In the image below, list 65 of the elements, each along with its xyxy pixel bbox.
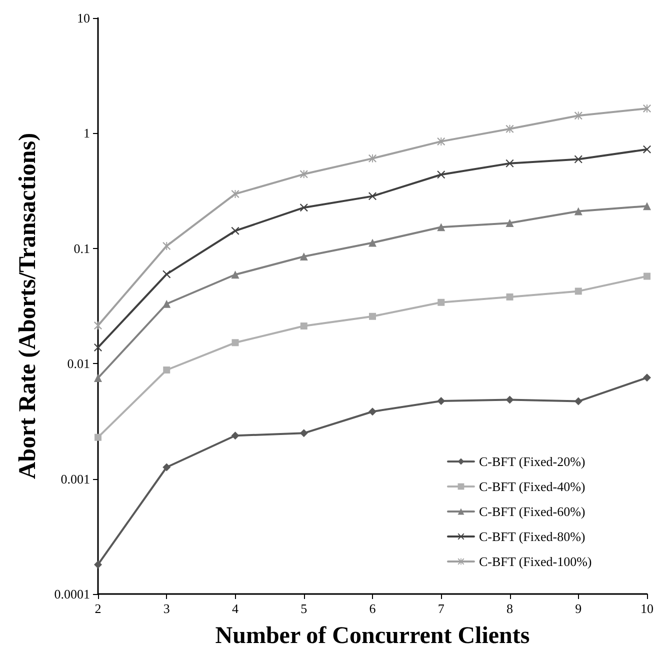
point [94,343,102,352]
x-tick-label: 2 [94,601,102,616]
y-tick-label: 10 [77,10,90,26]
point [506,396,514,404]
point [232,339,239,346]
point [300,429,308,438]
point [643,104,651,112]
point [368,154,376,162]
point [643,374,651,382]
point [231,432,240,440]
point [574,288,582,295]
point [506,219,514,228]
point [574,207,582,216]
y-tick-label: 0.01 [67,356,90,372]
point [368,408,376,416]
point [574,112,582,120]
point [231,270,240,279]
y-tick-label: 0.0001 [54,586,90,602]
x-tick-label: 3 [163,601,170,616]
point [643,145,651,154]
x-tick-label: 7 [438,601,445,616]
point [368,192,376,200]
x-tick-label: 5 [300,601,308,616]
x-tick-label: 4 [232,601,239,616]
point [437,137,446,146]
point [506,293,514,300]
point [644,272,650,280]
point [438,298,445,306]
legend-label: C-BFT (Fixed-80%) [478,529,586,544]
point [94,560,102,569]
x-tick-label: 10 [640,601,654,616]
point [643,202,651,210]
point [368,238,376,247]
x-tick-label: 9 [575,601,582,616]
point [300,170,308,178]
y-tick-label: 0.001 [60,471,90,486]
point [574,155,582,164]
point [300,252,308,260]
point [437,223,446,232]
legend-label: C-BFT (Fixed-60%) [478,504,586,519]
point [437,396,446,405]
point [94,374,102,382]
legend-label: C-BFT (Fixed-100%) [478,554,592,569]
legend-label: C-BFT (Fixed-20%) [478,454,586,469]
x-tick-label: 6 [369,601,376,616]
point [162,300,171,308]
point [162,270,171,278]
point [162,463,171,472]
point [94,434,102,441]
x-tick-label: 8 [506,601,513,616]
point [163,366,170,374]
point [162,242,171,250]
point [506,159,514,168]
point [300,204,308,212]
x-axis-title: Number of Concurrent Clients [215,623,530,649]
point [300,322,308,330]
point [94,322,102,330]
point [369,312,376,320]
y-tick-label: 1 [84,126,90,141]
point [231,226,240,235]
y-tick-label: 0.1 [74,240,90,256]
point [437,170,446,179]
y-axis-title: Abort Rate (Aborts/Transactions) [15,132,41,480]
point [574,397,582,406]
legend-label: C-BFT (Fixed-40%) [478,479,586,494]
